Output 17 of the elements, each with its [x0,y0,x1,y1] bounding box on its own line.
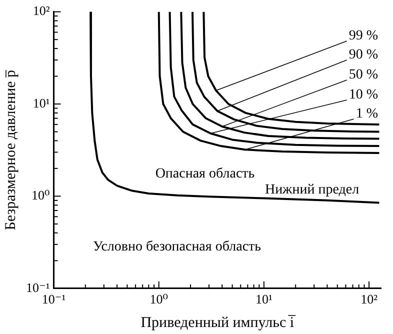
x-axis-title: Приведенный импульс i̅ [140,314,296,331]
y-tick-label: 10⁻¹ [26,280,50,295]
series-label: Нижний предел [264,182,360,198]
annotation: 50 % [348,68,378,83]
annotation: Опасная область [155,166,255,182]
y-tick-label: 10⁰ [32,188,50,203]
y-tick-label: 10² [32,3,50,18]
x-tick-label: 10² [360,292,378,307]
annotation: Условно безопасная область [92,240,262,255]
annotation: 99 % [348,28,378,44]
annotation: 90 % [348,48,378,63]
x-tick-label: 10⁰ [150,292,168,307]
y-tick-label: 10¹ [32,95,50,110]
x-tick-label: 10¹ [255,292,272,307]
annotation: 10 % [348,88,378,103]
annotation: 1 % [356,106,378,122]
y-axis-title: Безразмерное давление p̅ [2,70,19,230]
